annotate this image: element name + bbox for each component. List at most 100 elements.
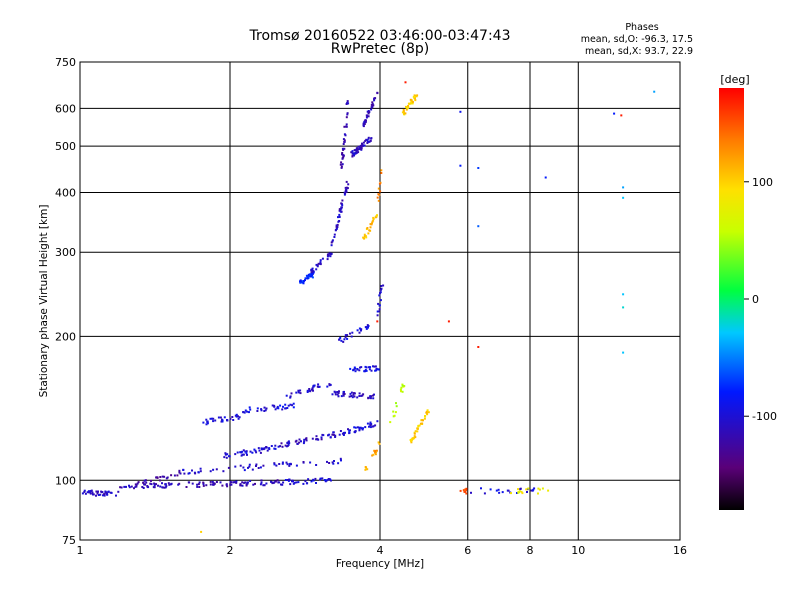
- echo-point: [312, 385, 315, 388]
- echo-point: [222, 470, 225, 473]
- echo-point: [346, 187, 349, 190]
- echo-point: [365, 114, 368, 117]
- echo-point: [105, 491, 108, 494]
- echo-point: [142, 487, 145, 489]
- echo-point: [209, 417, 212, 420]
- y-tick-label: 300: [55, 246, 76, 259]
- echo-point: [364, 119, 367, 122]
- echo-point: [187, 481, 190, 484]
- echo-point: [377, 187, 380, 190]
- x-tick-label: 8: [527, 544, 534, 557]
- echo-point: [188, 472, 191, 475]
- echo-point: [274, 480, 277, 483]
- echo-point: [532, 488, 535, 491]
- colorbar-tick-label: -100: [752, 410, 777, 423]
- echo-point: [342, 138, 345, 141]
- echo-point: [339, 336, 342, 339]
- echo-point: [265, 482, 268, 485]
- echo-point: [310, 268, 313, 271]
- echo-point: [285, 461, 288, 464]
- echo-point: [407, 105, 410, 107]
- echo-point: [371, 222, 373, 225]
- echo-point: [414, 430, 417, 433]
- echo-point: [355, 147, 358, 150]
- echo-point: [268, 447, 271, 450]
- echo-point: [367, 325, 370, 327]
- echo-point: [161, 475, 164, 478]
- echo-point: [447, 320, 450, 323]
- echo-point: [477, 225, 480, 228]
- echo-point: [282, 481, 285, 484]
- echo-point: [96, 491, 99, 494]
- echo-point: [377, 199, 380, 202]
- echo-point: [327, 253, 330, 256]
- echo-point: [377, 193, 380, 196]
- plot-frame: [79, 61, 681, 541]
- y-tick-label: 100: [55, 474, 76, 487]
- echo-point: [353, 154, 355, 157]
- echo-point: [372, 453, 375, 456]
- echo-point: [344, 189, 347, 192]
- echo-point: [332, 433, 335, 436]
- echo-point: [313, 384, 316, 387]
- echo-point: [404, 112, 407, 115]
- echo-point: [364, 235, 367, 238]
- echo-point: [361, 143, 364, 146]
- echo-point: [416, 430, 419, 433]
- echo-point: [412, 437, 414, 440]
- echo-point: [159, 476, 162, 478]
- echo-point: [371, 106, 374, 109]
- echo-point: [297, 389, 300, 392]
- echo-point: [622, 196, 625, 199]
- echo-point: [260, 481, 263, 484]
- echo-point: [107, 490, 110, 493]
- echo-point: [365, 116, 368, 119]
- echo-point: [130, 485, 133, 488]
- echo-point: [304, 277, 307, 280]
- echo-point: [239, 484, 242, 487]
- echo-point: [342, 148, 345, 151]
- echo-point: [342, 432, 345, 435]
- echo-point: [182, 468, 185, 471]
- echo-point: [329, 383, 332, 386]
- echo-point: [341, 153, 343, 156]
- echo-point: [349, 332, 351, 335]
- echo-point: [178, 471, 181, 474]
- echo-point: [365, 366, 368, 369]
- echo-point: [248, 406, 251, 409]
- echo-point: [265, 407, 268, 410]
- echo-point: [463, 490, 466, 493]
- echo-point: [345, 116, 348, 119]
- echo-point: [620, 114, 623, 117]
- echo-point: [300, 440, 302, 443]
- echo-point: [328, 383, 331, 386]
- echo-point: [292, 406, 295, 409]
- echo-point: [331, 461, 334, 464]
- echo-point: [344, 134, 347, 137]
- echo-point: [343, 193, 346, 196]
- echo-point: [389, 421, 392, 424]
- echo-point: [317, 262, 320, 265]
- echo-point: [225, 456, 228, 459]
- echo-point: [110, 491, 113, 494]
- echo-point: [526, 491, 528, 493]
- echo-point: [376, 196, 379, 199]
- echo-point: [364, 466, 367, 468]
- echo-point: [465, 492, 468, 495]
- echo-point: [358, 395, 361, 397]
- echo-point: [249, 480, 252, 482]
- echo-point: [206, 420, 209, 423]
- echo-point: [408, 102, 411, 105]
- echo-point: [373, 99, 376, 102]
- echo-point: [345, 180, 348, 183]
- echo-point: [355, 150, 358, 153]
- echo-point: [364, 370, 366, 373]
- echo-point: [242, 411, 245, 414]
- echo-point: [367, 115, 370, 118]
- echo-point: [338, 338, 341, 341]
- echo-point: [412, 95, 415, 98]
- echo-point: [231, 416, 234, 418]
- x-tick-label: 4: [377, 544, 384, 557]
- echo-point: [317, 438, 320, 441]
- echo-point: [374, 450, 377, 453]
